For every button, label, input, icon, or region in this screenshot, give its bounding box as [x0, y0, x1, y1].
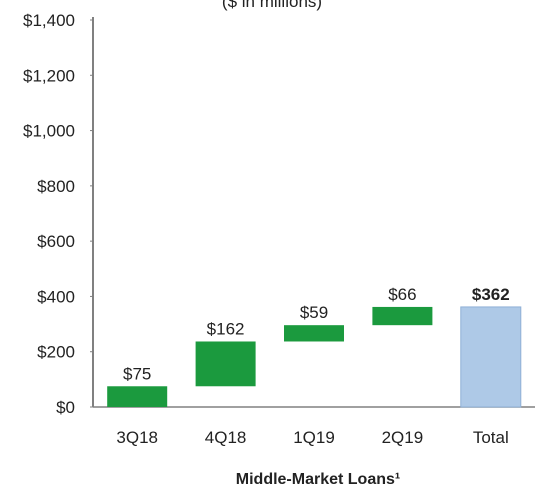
- value-label: $75: [123, 364, 151, 383]
- chart-subtitle: ($ in millions): [222, 0, 322, 11]
- x-tick-label: 3Q18: [116, 428, 158, 447]
- y-tick-label: $600: [37, 232, 75, 251]
- x-tick-label: 4Q18: [205, 428, 247, 447]
- bar: [372, 306, 433, 326]
- value-label: $362: [472, 285, 510, 304]
- y-tick-label: $400: [37, 287, 75, 306]
- total-bar: [460, 306, 522, 408]
- y-tick-label: $200: [37, 343, 75, 362]
- value-label: $66: [388, 285, 416, 304]
- x-tick-label: 2Q19: [382, 428, 424, 447]
- value-label: $162: [207, 319, 245, 338]
- bar: [107, 386, 168, 407]
- bar: [195, 341, 256, 387]
- x-tick-label: 1Q19: [293, 428, 335, 447]
- y-tick-label: $1,200: [23, 66, 75, 85]
- x-tick-label: Total: [473, 428, 509, 447]
- y-tick-label: $800: [37, 177, 75, 196]
- y-tick-label: $1,000: [23, 122, 75, 141]
- y-tick-label: $1,400: [23, 11, 75, 30]
- value-label: $59: [300, 303, 328, 322]
- y-tick-label: $0: [56, 398, 75, 417]
- x-axis-label: Middle-Market Loans¹: [236, 471, 400, 488]
- bar: [284, 325, 344, 342]
